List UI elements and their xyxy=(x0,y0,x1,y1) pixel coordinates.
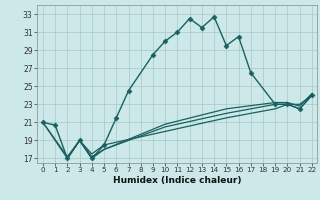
X-axis label: Humidex (Indice chaleur): Humidex (Indice chaleur) xyxy=(113,176,241,185)
